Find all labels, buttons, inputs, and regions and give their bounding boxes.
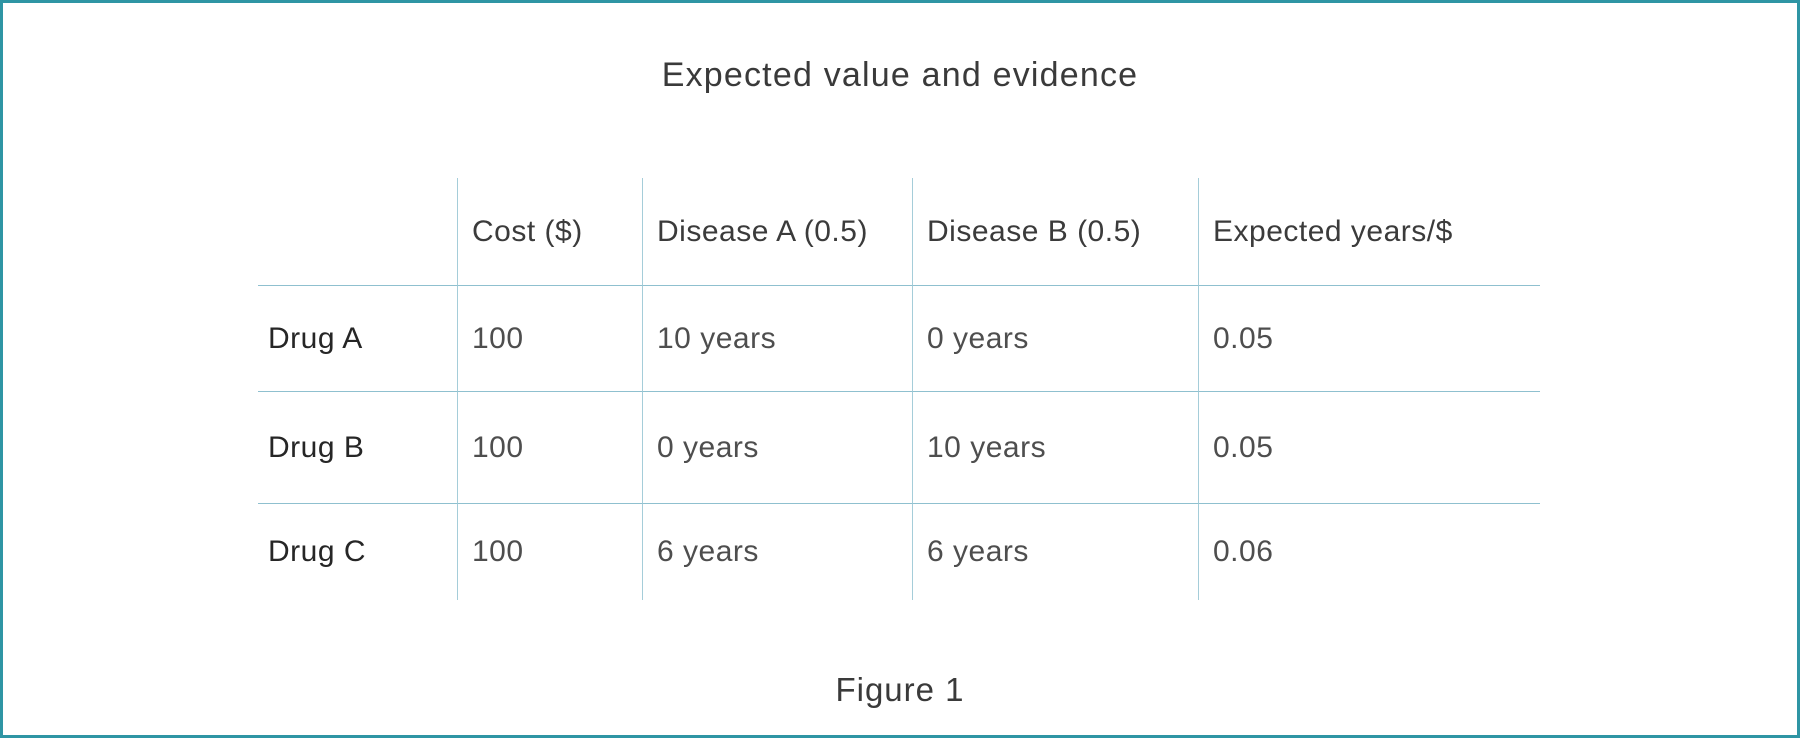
row-label-drug-a: Drug A [258, 285, 457, 391]
data-table: Cost ($) Disease A (0.5) Disease B (0.5)… [258, 178, 1540, 600]
row-label-drug-c: Drug C [258, 503, 457, 600]
cell-drug-c-disease-b: 6 years [912, 503, 1198, 600]
cell-drug-a-disease-a: 10 years [642, 285, 912, 391]
cell-drug-a-cost: 100 [457, 285, 642, 391]
cell-drug-b-disease-b: 10 years [912, 391, 1198, 503]
header-cell-disease-b: Disease B (0.5) [912, 178, 1198, 285]
cell-drug-c-expected: 0.06 [1198, 503, 1540, 600]
row-label-drug-b: Drug B [258, 391, 457, 503]
cell-drug-b-expected: 0.05 [1198, 391, 1540, 503]
header-cell-disease-a: Disease A (0.5) [642, 178, 912, 285]
figure-title: Expected value and evidence [661, 56, 1139, 94]
header-cell-cost: Cost ($) [457, 178, 642, 285]
cell-drug-b-cost: 100 [457, 391, 642, 503]
figure-caption: Figure 1 [835, 671, 965, 708]
cell-drug-a-expected: 0.05 [1198, 285, 1540, 391]
cell-drug-a-disease-b: 0 years [912, 285, 1198, 391]
header-cell-empty [258, 178, 457, 285]
cell-drug-c-disease-a: 6 years [642, 503, 912, 600]
header-cell-expected-years: Expected years/$ [1198, 178, 1540, 285]
cell-drug-b-disease-a: 0 years [642, 391, 912, 503]
cell-drug-c-cost: 100 [457, 503, 642, 600]
